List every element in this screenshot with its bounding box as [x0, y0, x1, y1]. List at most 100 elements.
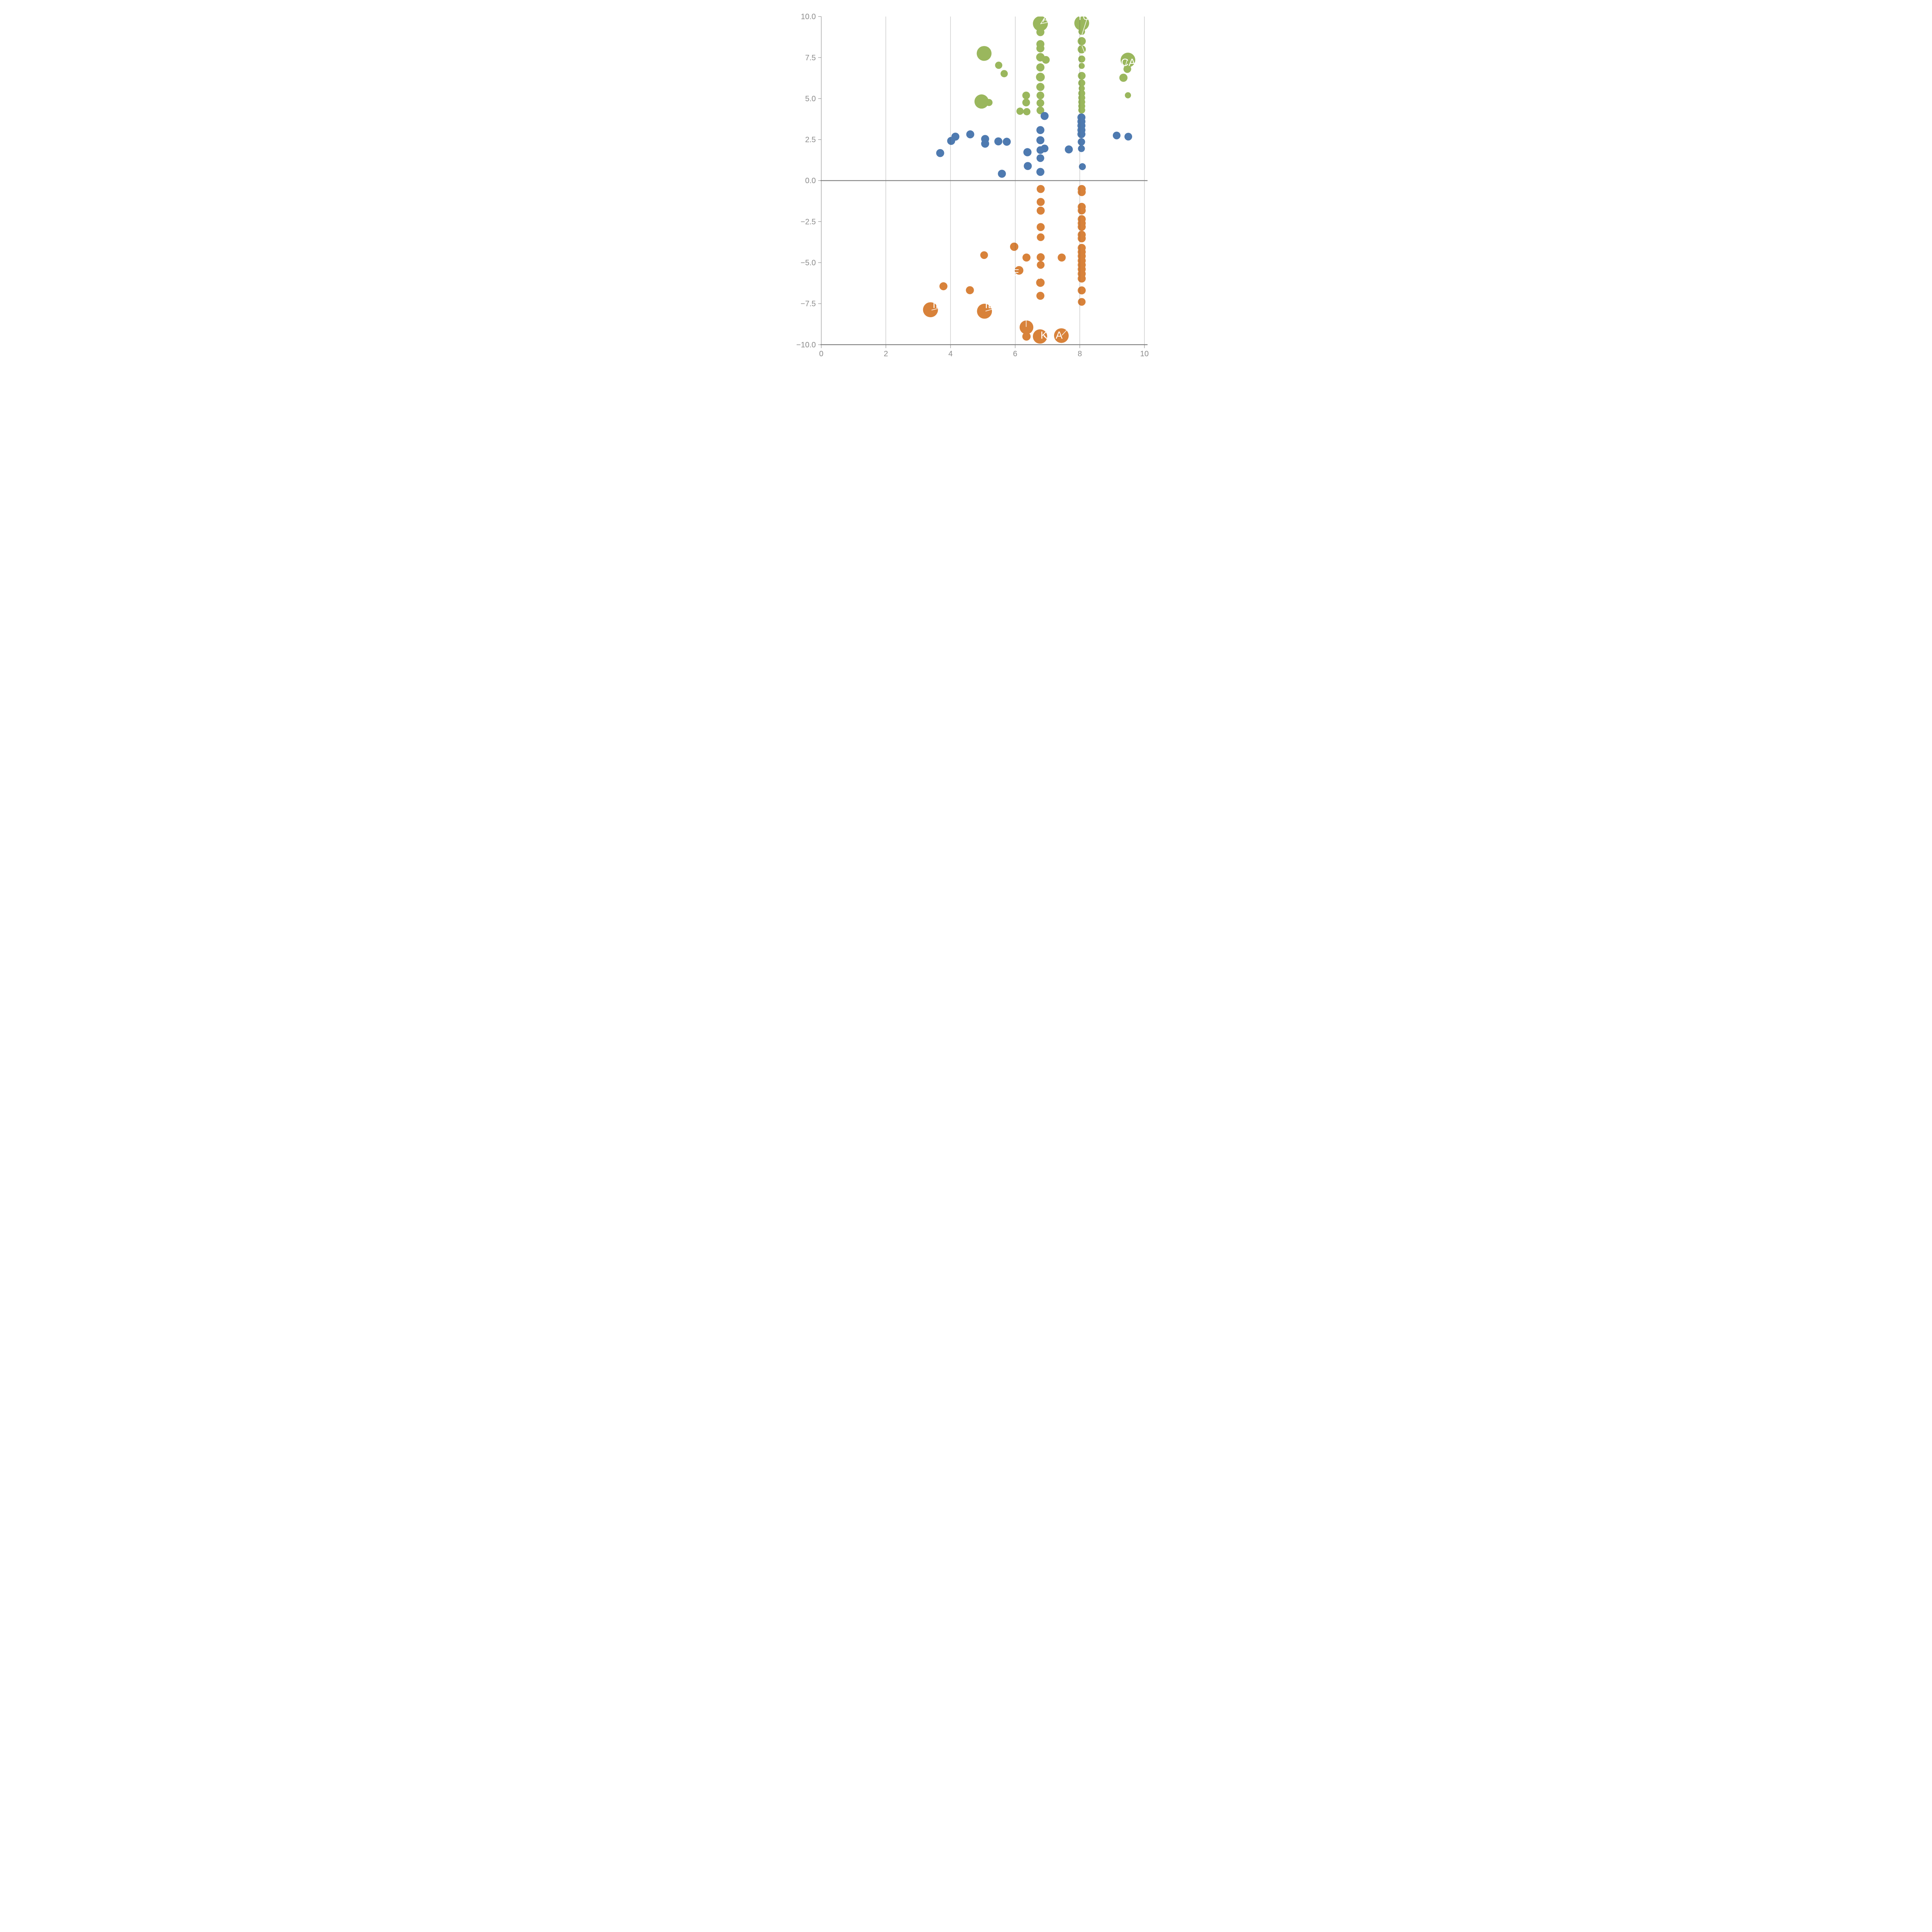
blue-bubble[interactable] — [1036, 154, 1044, 162]
orange-bubble[interactable] — [1078, 223, 1086, 231]
orange-bubble[interactable] — [966, 286, 974, 294]
orange-bubble[interactable] — [1036, 278, 1045, 287]
green-series — [974, 16, 1136, 116]
green-bubble[interactable] — [1022, 99, 1030, 107]
green-bubble[interactable] — [1016, 107, 1024, 115]
bubble-label: A — [1056, 330, 1063, 341]
orange-bubble[interactable] — [977, 304, 992, 319]
green-bubble[interactable] — [1036, 99, 1044, 107]
x-tick-label: 2 — [884, 350, 888, 358]
orange-bubble[interactable] — [923, 302, 938, 317]
green-bubble[interactable] — [1022, 92, 1030, 99]
orange-bubble[interactable] — [1036, 292, 1044, 300]
leader-line — [985, 309, 992, 311]
blue-bubble[interactable] — [1036, 146, 1044, 154]
blue-bubble[interactable] — [998, 170, 1006, 178]
orange-bubble[interactable] — [1010, 242, 1019, 251]
label-leader-lines — [931, 17, 1128, 340]
green-bubble[interactable] — [974, 94, 989, 109]
leader-line — [1043, 336, 1049, 340]
green-bubble[interactable] — [1078, 79, 1085, 87]
leader-line — [1081, 311, 1084, 317]
blue-bubble[interactable] — [1124, 133, 1132, 141]
orange-bubble[interactable] — [1078, 274, 1086, 283]
green-bubble[interactable] — [1036, 73, 1045, 82]
y-tick-label: 2.5 — [805, 136, 816, 144]
green-bubble[interactable] — [995, 61, 1002, 69]
green-bubble[interactable] — [1123, 65, 1131, 73]
y-tick-label: −7.5 — [801, 300, 816, 308]
green-bubble[interactable] — [1000, 70, 1008, 78]
blue-bubble[interactable] — [1041, 112, 1049, 120]
green-bubble[interactable] — [1078, 55, 1085, 63]
leader-line — [931, 308, 938, 311]
orange-bubble[interactable] — [1037, 261, 1045, 269]
green-bubble[interactable] — [1074, 16, 1089, 31]
blue-bubble[interactable] — [1036, 126, 1044, 134]
blue-bubble[interactable] — [966, 130, 975, 139]
bubble-label: IL — [933, 299, 942, 310]
green-bubble[interactable] — [1078, 28, 1085, 35]
green-bubble[interactable] — [1121, 53, 1136, 68]
green-bubble[interactable] — [1036, 106, 1044, 114]
blue-bubble[interactable] — [1077, 130, 1086, 138]
blue-bubble[interactable] — [1036, 136, 1044, 145]
green-bubble[interactable] — [1036, 83, 1045, 91]
orange-bubble[interactable] — [1078, 286, 1086, 294]
green-bubble[interactable] — [1078, 63, 1085, 69]
blue-bubble[interactable] — [951, 133, 959, 141]
orange-bubble[interactable] — [1036, 198, 1045, 206]
green-bubble[interactable] — [1119, 73, 1128, 82]
orange-bubble[interactable] — [939, 282, 947, 291]
green-bubble[interactable] — [1077, 37, 1086, 46]
orange-bubble[interactable] — [1036, 185, 1045, 193]
blue-bubble[interactable] — [1023, 148, 1032, 156]
blue-bubble[interactable] — [936, 149, 944, 157]
green-bubble[interactable] — [1125, 92, 1131, 99]
blue-bubble[interactable] — [1036, 168, 1044, 176]
orange-bubble[interactable] — [1036, 206, 1045, 215]
orange-bubble[interactable] — [1037, 233, 1045, 241]
orange-bubble[interactable] — [1022, 253, 1031, 262]
orange-bubble[interactable] — [1015, 266, 1024, 275]
orange-bubble[interactable] — [1019, 320, 1034, 334]
orange-bubble[interactable] — [980, 251, 988, 259]
blue-series — [936, 112, 1132, 178]
blue-bubble[interactable] — [1003, 138, 1011, 146]
orange-bubble[interactable] — [1078, 206, 1086, 215]
orange-bubble[interactable] — [1036, 223, 1045, 231]
green-bubble[interactable] — [1078, 106, 1085, 114]
blue-bubble[interactable] — [1078, 145, 1085, 152]
y-tick-label: 0.0 — [805, 177, 816, 185]
orange-bubble[interactable] — [1078, 234, 1086, 243]
orange-bubble[interactable] — [1033, 329, 1048, 344]
y-tick-label: −10.0 — [796, 341, 816, 349]
blue-bubble[interactable] — [1078, 138, 1085, 146]
orange-bubble[interactable] — [1078, 188, 1086, 196]
green-bubble[interactable] — [1078, 85, 1085, 92]
blue-bubble[interactable] — [981, 139, 989, 148]
blue-bubble[interactable] — [1079, 163, 1086, 170]
green-bubble[interactable] — [1023, 108, 1031, 116]
green-bubble[interactable] — [1036, 92, 1044, 99]
x-tick-label: 8 — [1078, 350, 1082, 358]
bubble-label: A — [1043, 15, 1048, 24]
orange-bubble[interactable] — [1078, 298, 1086, 306]
blue-bubble[interactable] — [1065, 145, 1073, 154]
green-bubble[interactable] — [985, 99, 993, 106]
leader-line — [1061, 329, 1067, 336]
orange-bubble[interactable] — [1058, 253, 1066, 262]
green-bubble[interactable] — [976, 46, 992, 61]
green-bubble[interactable] — [1042, 56, 1050, 64]
blue-bubble[interactable] — [1024, 162, 1032, 170]
orange-bubble[interactable] — [1036, 253, 1045, 262]
blue-bubble[interactable] — [994, 137, 1003, 146]
orange-bubble[interactable] — [1022, 332, 1031, 341]
blue-bubble[interactable] — [1112, 131, 1121, 139]
green-bubble[interactable] — [1036, 28, 1044, 36]
green-bubble[interactable] — [1036, 63, 1045, 71]
tick-labels: 10.0 7.5 5.0 2.5 0.0 −2.5 −5.0 −7.5 −10.00 2 4 6 8 10 — [796, 13, 1149, 358]
green-bubble[interactable] — [1036, 44, 1044, 53]
y-tick-label: 7.5 — [805, 54, 816, 62]
green-bubble[interactable] — [1078, 72, 1086, 80]
